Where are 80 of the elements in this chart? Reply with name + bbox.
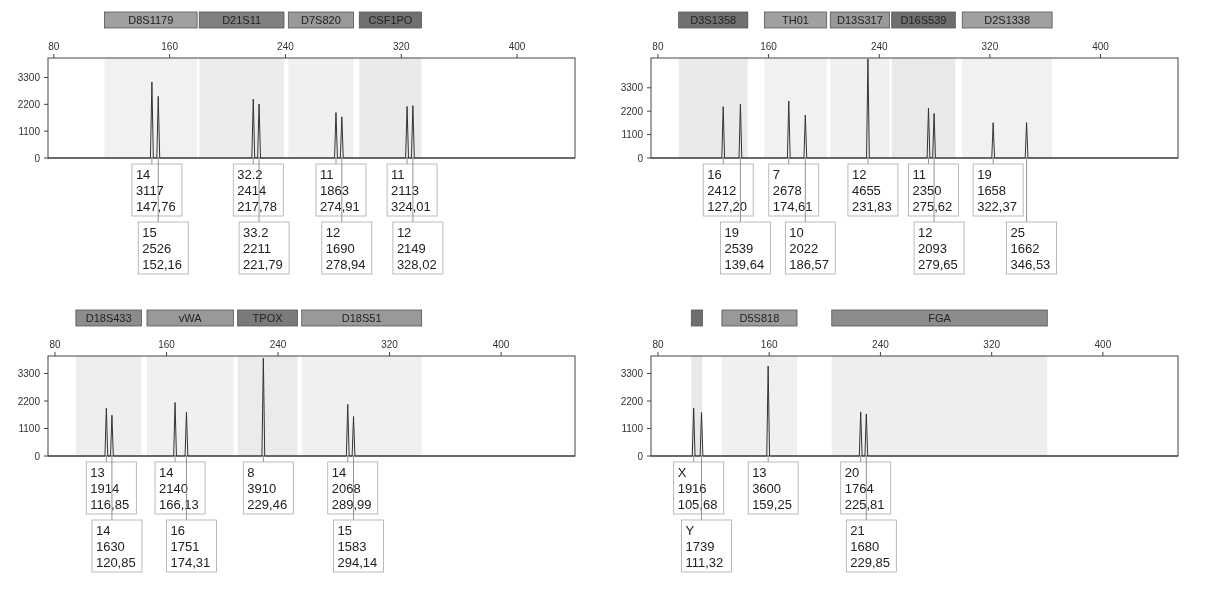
x-tick-label: 240 xyxy=(872,339,890,350)
band-label: D21S11 xyxy=(222,14,262,26)
band-label: D5S818 xyxy=(739,312,780,324)
band-label: D7S820 xyxy=(301,14,341,26)
x-tick-label: 160 xyxy=(760,41,778,52)
x-tick-label: 80 xyxy=(49,339,61,350)
annotation: 8 3910 229,46 xyxy=(247,465,288,512)
y-tick-label: 0 xyxy=(34,450,41,462)
annotation: 11 1863 274,91 xyxy=(319,167,360,214)
annotation: 25 1662 346,53 xyxy=(1010,225,1051,272)
annotation: 19 1658 322,37 xyxy=(977,167,1017,214)
band-label: vWA xyxy=(178,312,203,324)
band-label: TH01 xyxy=(782,14,809,26)
y-tick-label: 3300 xyxy=(620,82,644,94)
y-tick-label: 0 xyxy=(637,152,644,164)
x-tick-label: 160 xyxy=(760,339,778,350)
band-label: D13S317 xyxy=(837,14,883,26)
x-tick-label: 400 xyxy=(1092,41,1110,52)
x-tick-label: 80 xyxy=(48,41,60,52)
annotation: 12 2093 279,65 xyxy=(918,225,958,272)
x-tick-label: 160 xyxy=(161,41,179,52)
annotation: 33.2 2211 221,79 xyxy=(243,225,283,272)
band-label: D3S1358 xyxy=(690,14,737,26)
y-tick-label: 1100 xyxy=(18,125,41,137)
band-label: D18S51 xyxy=(341,312,382,324)
band-label: TPOX xyxy=(252,312,284,324)
x-tick-label: 320 xyxy=(981,41,999,52)
annotation: 7 2678 174,61 xyxy=(772,167,813,214)
annotation: 32.2 2414 217,78 xyxy=(237,167,278,214)
annotation: 11 2113 324,01 xyxy=(391,167,431,214)
band-label: D16S539 xyxy=(900,14,947,26)
annotation: 14 2068 289,99 xyxy=(331,465,372,512)
annotation: 12 4655 231,83 xyxy=(851,167,892,214)
annotation: 14 3117 147,76 xyxy=(135,167,176,214)
annotation: 16 2412 127,20 xyxy=(707,167,747,214)
annotation: 15 2526 152,16 xyxy=(142,225,183,272)
y-tick-label: 1100 xyxy=(621,129,644,141)
band-label: D2S1338 xyxy=(984,14,1031,26)
y-tick-label: 3300 xyxy=(17,72,41,84)
x-tick-label: 240 xyxy=(870,41,889,52)
y-tick-label: 3300 xyxy=(620,368,644,379)
annotation: 21 1680 229,85 xyxy=(850,523,891,570)
y-tick-label: 0 xyxy=(637,450,644,462)
annotation: 19 2539 139,64 xyxy=(724,225,765,272)
y-tick-label: 3300 xyxy=(17,368,41,379)
annotation: 16 1751 174,31 xyxy=(170,523,211,570)
x-tick-label: 160 xyxy=(158,339,176,350)
annotation: 15 1583 294,14 xyxy=(337,523,378,570)
x-tick-label: 240 xyxy=(277,41,295,52)
y-tick-label: 0 xyxy=(34,152,41,164)
x-tick-label: 80 xyxy=(652,41,664,52)
annotation: 14 1630 120,85 xyxy=(95,523,136,570)
y-tick-label: 2200 xyxy=(17,395,41,407)
x-tick-label: 400 xyxy=(508,41,526,52)
annotation: 12 2149 328,02 xyxy=(396,225,437,272)
y-tick-label: 2200 xyxy=(17,98,41,110)
x-tick-label: 320 xyxy=(983,339,1001,350)
x-tick-label: 80 xyxy=(652,339,664,350)
y-tick-label: 2200 xyxy=(620,105,644,117)
annotation: X 1916 105,68 xyxy=(677,465,718,512)
annotation: 13 1914 116,85 xyxy=(90,465,130,512)
annotation: 11 2350 275,62 xyxy=(912,167,953,214)
y-tick-label: 1100 xyxy=(621,423,644,434)
x-tick-label: 240 xyxy=(269,339,287,350)
annotation: 10 2022 186,57 xyxy=(789,225,830,272)
band-label: D18S433 xyxy=(85,312,132,324)
band-label: FGA xyxy=(928,312,952,324)
y-tick-label: 1100 xyxy=(18,423,41,434)
annotation: 20 1764 225,81 xyxy=(844,465,885,512)
x-tick-label: 400 xyxy=(492,339,510,350)
annotation: Y 1739 111,32 xyxy=(685,523,724,570)
x-tick-label: 320 xyxy=(381,339,399,350)
band-label: D8S1179 xyxy=(128,14,174,26)
y-tick-label: 2200 xyxy=(620,395,644,407)
x-tick-label: 320 xyxy=(392,41,411,52)
x-tick-label: 400 xyxy=(1094,339,1112,350)
band-label: CSF1PO xyxy=(368,14,413,26)
annotation: 12 1690 278,94 xyxy=(325,225,366,272)
annotation: 14 2140 166,13 xyxy=(159,465,199,512)
annotation: 13 3600 159,25 xyxy=(752,465,792,512)
